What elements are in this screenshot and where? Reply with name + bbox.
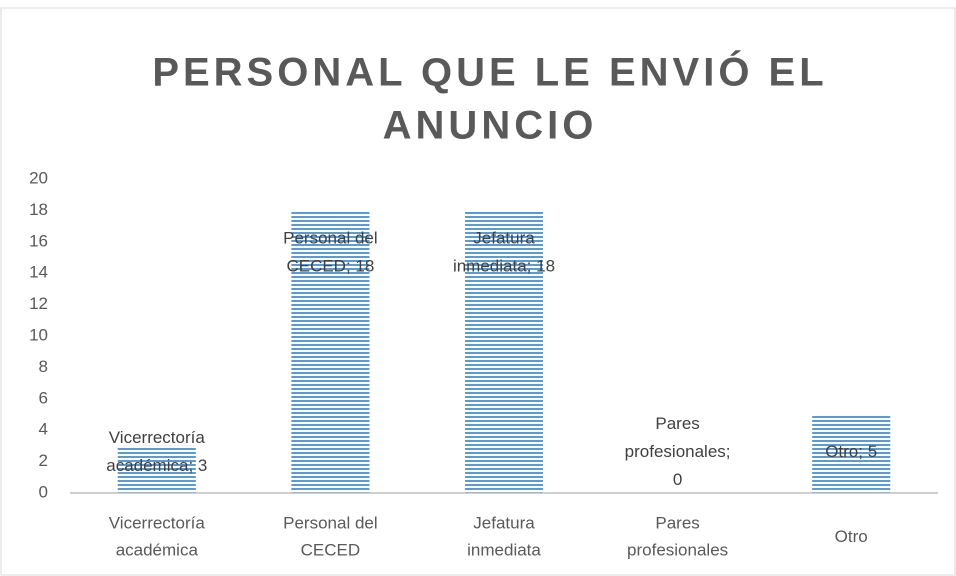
- bar: [464, 210, 544, 493]
- x-tick-label: Jefatura inmediata: [467, 514, 541, 560]
- y-tick-label: 18: [29, 200, 48, 219]
- x-tick-label: Personal del CECED: [283, 514, 378, 560]
- y-tick-label: 2: [39, 451, 48, 470]
- y-tick-label: 20: [29, 168, 48, 187]
- y-tick-label: 14: [29, 263, 48, 282]
- y-tick-label: 16: [29, 231, 48, 250]
- chart-title: PERSONAL QUE LE ENVIÓ EL ANUNCIO: [152, 48, 827, 147]
- data-label: Pares profesionales; 0: [625, 414, 731, 489]
- y-tick-label: 4: [39, 420, 48, 439]
- bar: [291, 210, 370, 493]
- x-tick-label: Otro: [835, 527, 868, 546]
- bar: [117, 445, 196, 493]
- y-tick-label: 0: [39, 482, 48, 501]
- data-label: Vicerrectoría académica; 3: [106, 428, 207, 475]
- data-label: Jefatura inmediata; 18: [453, 229, 555, 276]
- y-tick-label: 12: [29, 294, 48, 313]
- data-label: Personal del CECED; 18: [283, 229, 378, 276]
- bar: [812, 414, 891, 493]
- y-tick-label: 8: [39, 357, 48, 376]
- x-tick-label: Pares profesionales: [627, 514, 728, 560]
- data-label: Otro; 5: [825, 442, 877, 461]
- y-tick-label: 6: [39, 388, 48, 407]
- y-tick-label: 10: [29, 325, 48, 344]
- x-tick-label: Vicerrectoría académica: [109, 514, 206, 560]
